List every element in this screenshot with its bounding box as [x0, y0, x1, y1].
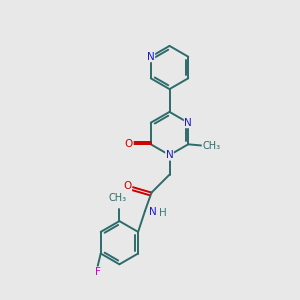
- Text: CH₃: CH₃: [109, 193, 127, 203]
- Text: F: F: [95, 267, 100, 277]
- Text: N: N: [148, 207, 156, 217]
- Text: N: N: [166, 150, 173, 160]
- Text: N: N: [147, 52, 155, 62]
- Text: N: N: [184, 118, 192, 128]
- Text: O: O: [125, 139, 133, 149]
- Text: O: O: [123, 181, 132, 191]
- Text: CH₃: CH₃: [202, 141, 220, 151]
- Text: H: H: [159, 208, 167, 218]
